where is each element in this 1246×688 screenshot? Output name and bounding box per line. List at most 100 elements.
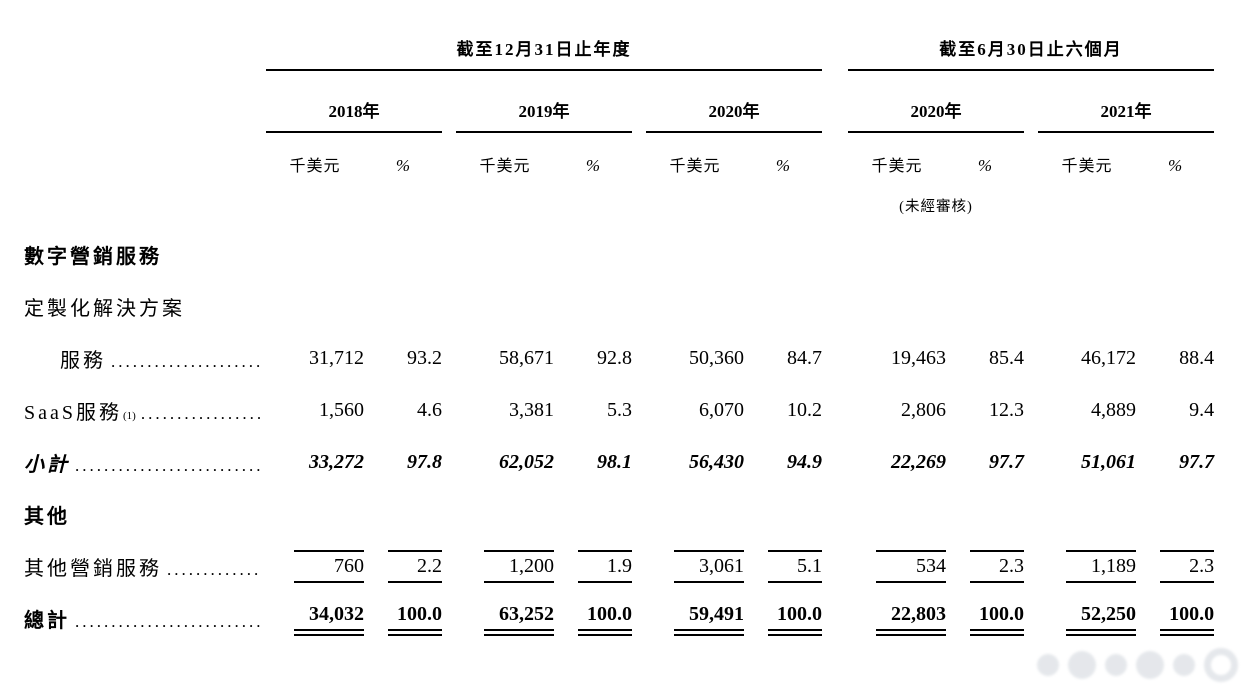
spacer xyxy=(1024,132,1038,178)
spacer xyxy=(632,540,646,592)
percent-value: 100.0 xyxy=(388,600,442,636)
percent-value-cell: 85.4 xyxy=(946,332,1024,384)
percent-value: 84.7 xyxy=(787,346,822,369)
percent-value: 92.8 xyxy=(597,346,632,369)
percent-value: 1.9 xyxy=(578,549,632,583)
amount-value: 1,200 xyxy=(484,549,554,583)
percent-value: 100.0 xyxy=(578,600,632,636)
spacer xyxy=(822,70,848,132)
page: 截至12月31日止年度 截至6月30日止六個月 2018年 2019年 2020… xyxy=(0,14,1246,688)
amount-value-cell: 1,189 xyxy=(1038,540,1136,592)
dot-leader: ........................................… xyxy=(75,611,262,631)
percent-value: 10.2 xyxy=(787,398,822,421)
amount-value-cell: 33,272 xyxy=(266,436,364,488)
amount-value: 46,172 xyxy=(1081,346,1136,369)
amount-value: 52,250 xyxy=(1066,600,1136,636)
amount-value: 3,381 xyxy=(509,398,554,421)
percent-value: 2.3 xyxy=(1160,549,1215,583)
table-row: SaaS服務(1)...............................… xyxy=(24,384,1214,436)
spacer xyxy=(822,592,848,644)
spacer xyxy=(822,132,848,178)
percent-value-cell: 4.6 xyxy=(364,384,442,436)
row-label: 其他 xyxy=(24,488,266,540)
amount-value: 22,269 xyxy=(891,450,946,473)
percent-value: 93.2 xyxy=(407,346,442,369)
empty-cells xyxy=(24,178,848,228)
amount-value-cell: 760 xyxy=(266,540,364,592)
amount-value: 4,889 xyxy=(1091,398,1136,421)
percent-value: 94.9 xyxy=(787,450,822,473)
period-group-interim: 截至6月30日止六個月 xyxy=(848,14,1215,71)
percent-value-cell: 97.7 xyxy=(946,436,1024,488)
spacer xyxy=(1024,592,1038,644)
amount-value: 534 xyxy=(876,549,946,583)
amount-value: 51,061 xyxy=(1081,450,1136,473)
row-label-text: 小計 xyxy=(24,453,70,476)
percent-value-cell: 97.8 xyxy=(364,436,442,488)
percent-value: 100.0 xyxy=(970,600,1024,636)
unaudited-row: (未經審核) xyxy=(24,178,1214,228)
row-label-text: 總計 xyxy=(24,609,70,632)
row-label: 服務......................................… xyxy=(24,332,266,384)
spacer xyxy=(632,592,646,644)
percent-value-cell: 100.0 xyxy=(744,592,822,644)
corner-cell xyxy=(24,14,266,70)
percent-label: % xyxy=(1167,156,1183,175)
percent-value-cell: 100.0 xyxy=(364,592,442,644)
percent-value-cell: 5.1 xyxy=(744,540,822,592)
amount-value: 1,189 xyxy=(1066,549,1136,583)
spacer xyxy=(822,14,848,70)
table-row: 總計......................................… xyxy=(24,592,1215,644)
row-label-text: 其他 xyxy=(24,505,70,528)
period-group-annual: 截至12月31日止年度 xyxy=(266,14,822,71)
amount-value: 50,360 xyxy=(689,346,744,369)
percent-value: 88.4 xyxy=(1179,346,1215,369)
percent-value: 100.0 xyxy=(768,600,822,636)
table-row: 服務......................................… xyxy=(24,332,1214,384)
amount-value-cell: 6,070 xyxy=(646,384,744,436)
amount-value-cell: 3,381 xyxy=(456,384,554,436)
percent-value-cell: 12.3 xyxy=(946,384,1024,436)
spacer xyxy=(1024,332,1038,384)
amount-value: 3,061 xyxy=(674,549,744,583)
spacer xyxy=(1024,70,1038,132)
amount-value-cell: 22,803 xyxy=(848,592,946,644)
amount-value-cell: 59,491 xyxy=(646,592,744,644)
unit-label: 千美元 xyxy=(479,158,531,175)
unaudited-note: (未經審核) xyxy=(899,199,973,215)
spacer xyxy=(822,436,848,488)
empty-cells xyxy=(266,280,1214,332)
spacer xyxy=(442,436,456,488)
dot-leader: ........................................… xyxy=(167,559,262,579)
amount-value: 34,032 xyxy=(294,600,364,636)
table-row: 數字營銷服務 xyxy=(24,228,1214,280)
percent-value-cell: 88.4 xyxy=(1136,332,1214,384)
row-label: 其他營銷服務..................................… xyxy=(24,540,266,592)
spacer xyxy=(1024,436,1038,488)
amount-value-cell: 34,032 xyxy=(266,592,364,644)
amount-value-cell: 1,560 xyxy=(266,384,364,436)
amount-value: 63,252 xyxy=(484,600,554,636)
row-label-text: 其他營銷服務 xyxy=(24,557,162,580)
unit-header-row: 千美元 % 千美元 % 千美元 % 千美元 % 千美元 % xyxy=(24,132,1214,178)
year-header-2021-interim: 2021年 xyxy=(1038,70,1215,133)
table-row: 其他營銷服務..................................… xyxy=(24,540,1215,592)
amount-value-cell: 19,463 xyxy=(848,332,946,384)
spacer xyxy=(1024,384,1038,436)
empty-cells xyxy=(1024,178,1214,228)
watermark-glyph xyxy=(1173,654,1195,676)
watermark-glyph xyxy=(1105,654,1127,676)
percent-value: 4.6 xyxy=(417,398,442,421)
amount-value: 6,070 xyxy=(699,398,744,421)
amount-value-cell: 22,269 xyxy=(848,436,946,488)
percent-value: 5.1 xyxy=(768,549,822,583)
amount-value: 19,463 xyxy=(891,346,946,369)
row-label-text: 數字營銷服務 xyxy=(24,245,162,268)
spacer xyxy=(632,332,646,384)
amount-value-cell: 534 xyxy=(848,540,946,592)
period-group-row: 截至12月31日止年度 截至6月30日止六個月 xyxy=(24,14,1215,71)
percent-value: 97.7 xyxy=(989,450,1024,473)
empty-cells xyxy=(266,228,1214,280)
spacer xyxy=(632,384,646,436)
spacer xyxy=(442,332,456,384)
